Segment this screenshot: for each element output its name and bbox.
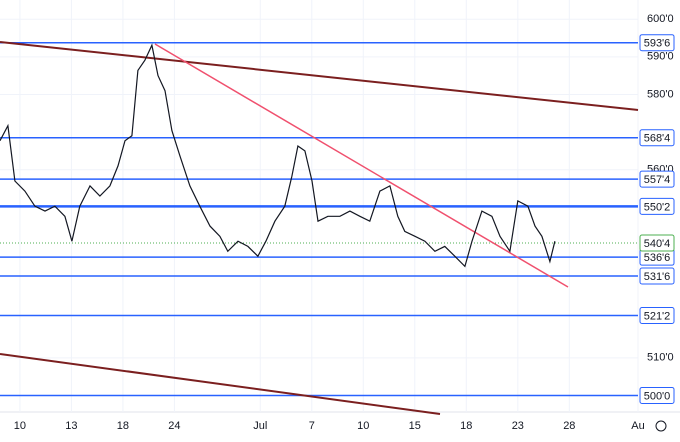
price-label: 593'6 bbox=[644, 38, 671, 50]
y-tick-label: 580'0 bbox=[647, 88, 674, 100]
x-tick-label: 23 bbox=[512, 420, 524, 432]
x-tick-label: Jul bbox=[253, 420, 267, 432]
last-price-box bbox=[639, 234, 675, 252]
x-tick-label: 10 bbox=[14, 420, 26, 432]
price-label: 550'2 bbox=[644, 201, 671, 213]
x-tick-label: 18 bbox=[460, 420, 472, 432]
price-label-box bbox=[639, 170, 675, 188]
price-label-box bbox=[639, 197, 675, 215]
price-label: 500'0 bbox=[644, 390, 671, 402]
price-label: 521'2 bbox=[644, 310, 671, 322]
trend-line bbox=[0, 41, 639, 111]
price-label-box bbox=[639, 306, 675, 324]
x-tick-label: 13 bbox=[65, 420, 77, 432]
price-line bbox=[0, 43, 556, 268]
price-label-box bbox=[639, 129, 675, 147]
x-tick-label: 24 bbox=[168, 420, 180, 432]
price-label-box bbox=[639, 267, 675, 285]
plot bbox=[0, 43, 556, 268]
price-label: 568'4 bbox=[644, 133, 671, 145]
trend-line bbox=[0, 353, 441, 415]
x-tick-label: 18 bbox=[117, 420, 129, 432]
x-tick-label: 10 bbox=[357, 420, 369, 432]
price-label-box bbox=[639, 386, 675, 404]
x-tick-label: 28 bbox=[563, 420, 575, 432]
y-tick-label: 510'0 bbox=[647, 352, 674, 364]
price-label-box bbox=[639, 34, 675, 52]
price-label: 557'4 bbox=[644, 174, 671, 186]
y-tick-label: 600'0 bbox=[647, 13, 674, 25]
price-label: 536'6 bbox=[644, 252, 671, 264]
settings-icon[interactable] bbox=[655, 420, 667, 432]
last-price-label: 540'4 bbox=[644, 238, 671, 250]
trend-line bbox=[154, 43, 569, 288]
x-tick-label: 7 bbox=[309, 420, 315, 432]
x-tick-label: 15 bbox=[409, 420, 421, 432]
x-tick-label: Au bbox=[631, 420, 644, 432]
price-label: 531'6 bbox=[644, 271, 671, 283]
y-tick-label: 590'0 bbox=[647, 51, 674, 63]
levels bbox=[0, 41, 638, 397]
